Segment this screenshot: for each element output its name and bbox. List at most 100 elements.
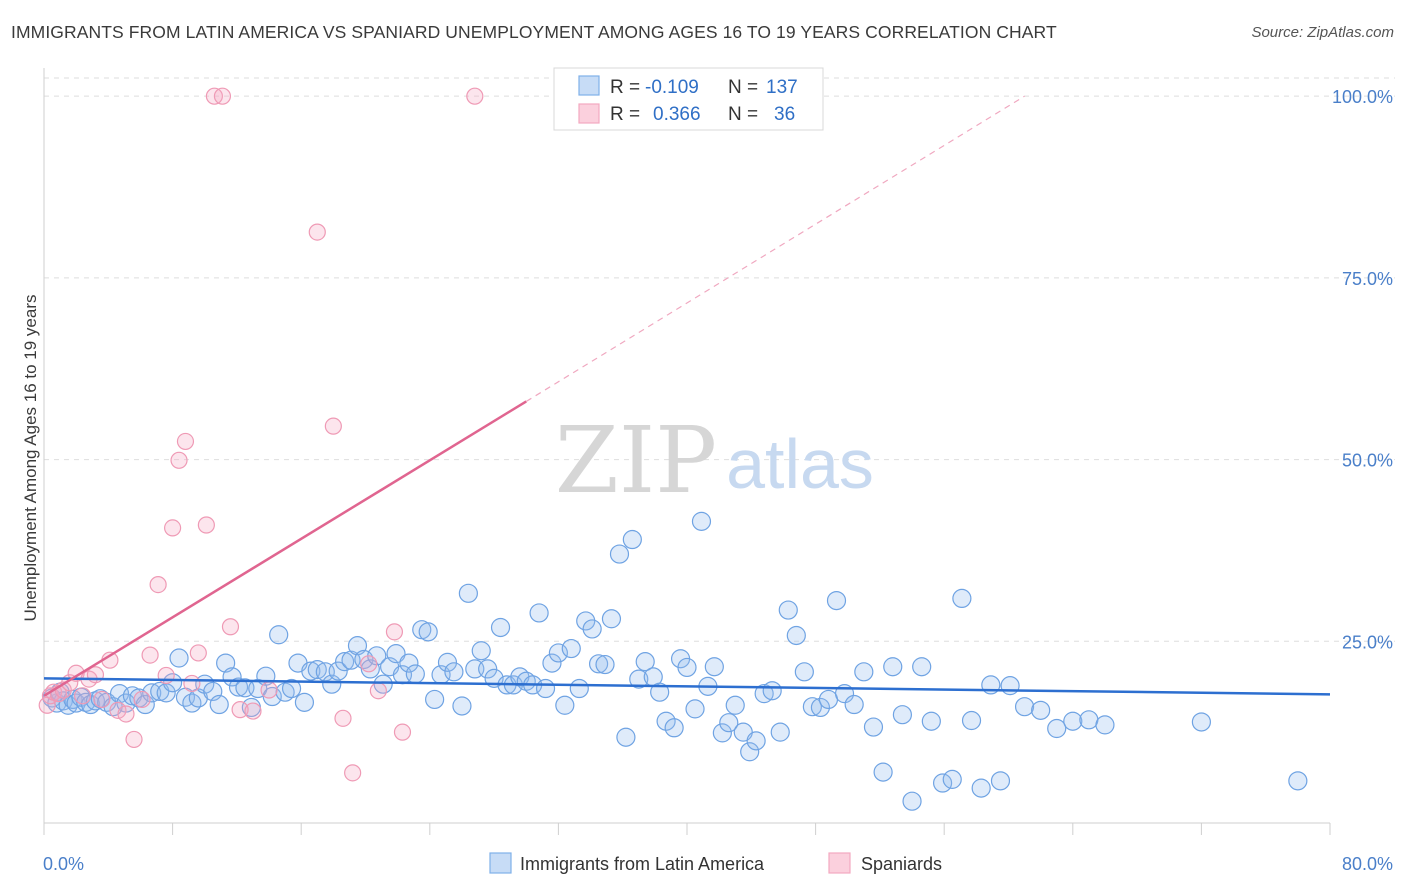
data-point-spaniards [385, 623, 404, 641]
data-point-spaniards [369, 682, 387, 700]
data-point-latin-america [142, 683, 162, 703]
data-point-latin-america [542, 653, 562, 673]
x-tick-label: 80.0% [1342, 854, 1393, 874]
data-point-latin-america [595, 654, 615, 675]
legend-n-label-2: N = [728, 104, 758, 125]
data-point-latin-america [555, 695, 575, 715]
data-point-latin-america [635, 652, 655, 672]
data-point-latin-america [725, 695, 745, 715]
data-point-latin-america [294, 692, 315, 712]
data-point-spaniards [189, 644, 207, 662]
data-point-latin-america [786, 625, 806, 646]
data-point-latin-america [844, 694, 864, 715]
data-point-latin-america [478, 659, 498, 679]
legend-swatch-blue [578, 75, 600, 96]
data-point-latin-america [1191, 712, 1212, 732]
stats-legend: R = -0.109 N = 137 R = 0.366 N = 36 [553, 67, 824, 131]
data-point-latin-america [802, 697, 822, 717]
data-point-latin-america [1079, 710, 1099, 730]
data-point-latin-america [169, 648, 189, 668]
data-point-latin-america [942, 769, 962, 789]
data-point-spaniards [231, 701, 249, 719]
legend-r-value-1: -0.109 [645, 77, 699, 98]
legend-swatch-pink [578, 103, 600, 124]
chart-source: Source: ZipAtlas.com [1251, 24, 1394, 41]
y-tick-label: 50.0% [1342, 451, 1393, 471]
data-point-latin-america [656, 711, 676, 731]
y-axis-label: Unemployment Among Ages 16 to 19 years [21, 295, 40, 622]
data-point-latin-america [529, 603, 549, 623]
data-point-spaniards [149, 575, 167, 594]
data-point-latin-america [588, 654, 609, 674]
legend-r-label-1: R = [610, 77, 640, 98]
data-point-latin-america [386, 644, 406, 664]
data-point-latin-america [301, 661, 321, 681]
data-point-latin-america [1047, 718, 1067, 739]
data-point-spaniards [164, 519, 182, 537]
data-point-latin-america [746, 731, 766, 751]
data-point-latin-america [740, 742, 760, 762]
data-point-latin-america [762, 681, 782, 701]
legend-n-value-1: 137 [766, 77, 798, 98]
x-tick-label: 0.0% [43, 854, 84, 874]
data-point-latin-america [990, 771, 1011, 791]
data-point-latin-america [609, 544, 630, 564]
data-point-latin-america [548, 643, 569, 663]
data-point-latin-america [182, 693, 202, 713]
data-point-latin-america [437, 652, 458, 672]
data-point-latin-america [650, 682, 670, 702]
data-point-spaniards [117, 705, 135, 723]
data-point-spaniards [93, 690, 111, 709]
data-point-latin-america [912, 657, 932, 677]
data-point-spaniards [360, 655, 378, 673]
data-point-latin-america [561, 638, 581, 659]
data-point-latin-america [883, 657, 903, 677]
chart-title: IMMIGRANTS FROM LATIN AMERICA VS SPANIAR… [11, 22, 1057, 42]
data-point-latin-america [307, 660, 327, 680]
data-point-spaniards [308, 223, 326, 241]
y-tick-label: 75.0% [1342, 269, 1393, 289]
data-point-latin-america [704, 657, 724, 677]
data-point-latin-america [228, 677, 249, 697]
data-point-latin-america [1288, 771, 1308, 791]
watermark-atlas: atlas [726, 425, 874, 503]
data-point-spaniards [213, 87, 232, 105]
trend-line-spaniards [43, 400, 527, 697]
data-point-latin-america [275, 682, 295, 702]
data-point-latin-america [582, 619, 602, 639]
watermark: ZIP atlas [555, 407, 874, 514]
data-point-latin-america [1000, 676, 1020, 696]
data-point-latin-america [810, 697, 831, 718]
data-point-latin-america [854, 662, 874, 682]
y-tick-label: 25.0% [1342, 632, 1393, 652]
bottom-legend-swatch-blue [489, 852, 512, 874]
data-point-latin-america [902, 791, 922, 811]
data-point-latin-america [629, 669, 649, 689]
data-point-latin-america [516, 671, 536, 691]
data-point-spaniards [141, 646, 159, 664]
data-point-latin-america [794, 662, 814, 682]
data-point-latin-america [712, 723, 732, 743]
data-point-latin-america [399, 653, 419, 673]
data-point-spaniards [73, 687, 92, 705]
data-point-latin-america [354, 649, 374, 670]
trend-extension-spaniards [525, 95, 1025, 402]
data-point-spaniards [260, 681, 278, 699]
data-point-spaniards [221, 618, 240, 636]
watermark-zip: ZIP [555, 407, 717, 514]
data-point-spaniards [466, 87, 484, 105]
data-point-spaniards [344, 764, 362, 782]
y-tick-labels: 25.0% 50.0% 75.0% 100.0% [1332, 87, 1393, 652]
data-point-latin-america [622, 529, 642, 550]
data-point-latin-america [418, 622, 438, 642]
data-point-latin-america [209, 694, 229, 715]
data-point-latin-america [535, 678, 556, 699]
data-point-latin-america [1095, 715, 1115, 735]
data-point-latin-america [490, 617, 511, 638]
series-latin-america-points [42, 511, 1308, 811]
data-point-latin-america [601, 609, 622, 629]
data-point-latin-america [961, 710, 982, 731]
data-point-spaniards [176, 432, 195, 451]
data-point-spaniards [183, 674, 201, 693]
data-point-latin-america [444, 662, 464, 682]
